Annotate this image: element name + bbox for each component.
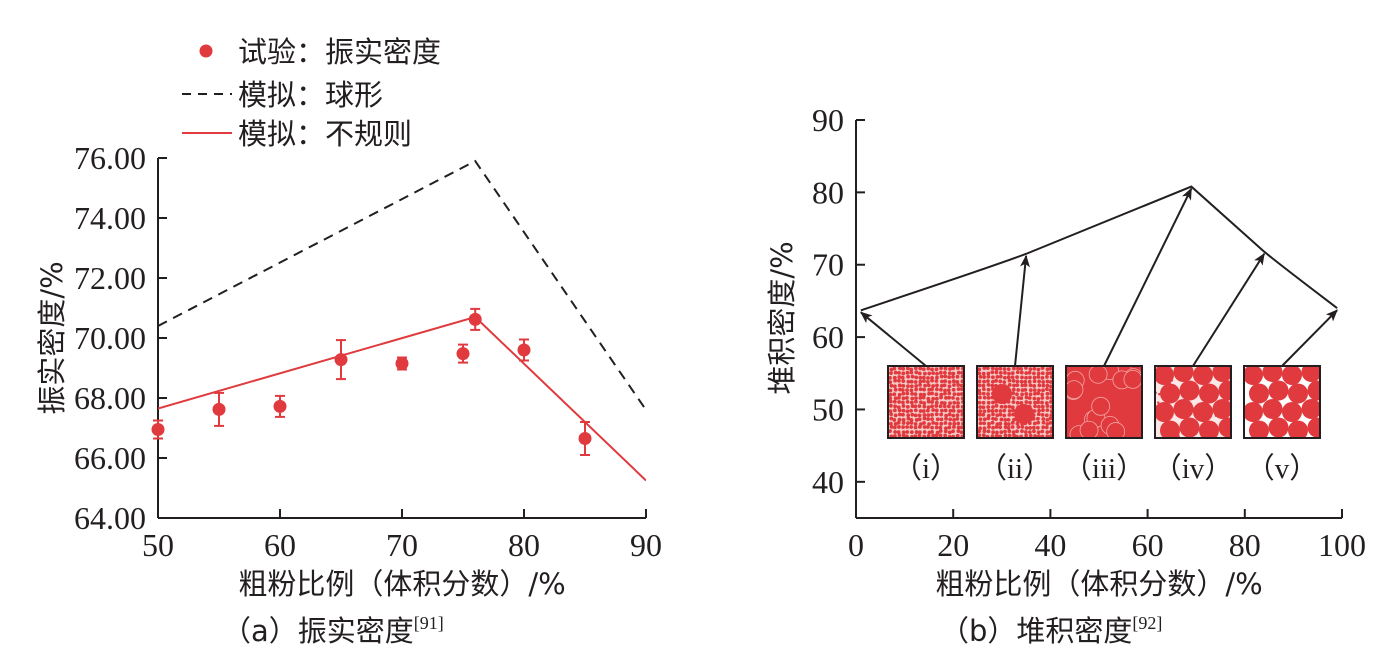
panel-b-caption-text: （b）堆积密度 <box>940 614 1132 648</box>
y-tick-label: 50 <box>812 391 844 427</box>
y-tick-label: 90 <box>812 102 844 138</box>
legend-label-spherical: 模拟：球形 <box>238 78 383 112</box>
data-point <box>395 356 409 371</box>
panel-a-y-ticks: 64.00 66.00 68.00 70.00 72.00 74.00 76.00 <box>74 140 167 536</box>
series-line-irregular <box>158 315 646 482</box>
x-tick-label: 70 <box>386 527 418 563</box>
data-point <box>212 391 226 427</box>
x-tick-label: 80 <box>508 527 540 563</box>
panel-a-caption-text: （a）振实密度 <box>222 614 414 648</box>
y-tick-label: 60 <box>812 319 844 355</box>
inset-label: （iii） <box>1063 453 1145 485</box>
legend-label-experiment: 试验：振实密度 <box>238 35 441 69</box>
y-tick-label: 64.00 <box>74 500 146 536</box>
panel-b-caption-ref: [92] <box>1132 613 1162 633</box>
point-marker <box>334 353 348 367</box>
panel-a-caption-ref: [91] <box>414 613 444 633</box>
inset-texture <box>1244 366 1320 438</box>
point-marker <box>273 399 287 413</box>
y-tick-label: 68.00 <box>74 380 146 416</box>
y-tick-label: 72.00 <box>74 260 146 296</box>
inset-label: （v） <box>1246 453 1319 485</box>
inset-2: （ii） <box>976 365 1054 485</box>
inset-label: （iv） <box>1153 453 1234 485</box>
y-tick-label: 80 <box>812 174 844 210</box>
data-point <box>456 343 470 364</box>
point-marker <box>578 432 592 445</box>
panel-b: 40 50 60 70 80 90 0 20 40 60 80 100 （i） （ii） （iii） （i… <box>765 102 1366 648</box>
inset-label: （i） <box>893 453 959 485</box>
y-tick-label: 76.00 <box>74 140 146 176</box>
series-line-packing-density <box>860 185 1338 312</box>
x-tick-label: 80 <box>1229 527 1261 563</box>
inset-arrow <box>1014 254 1030 367</box>
inset-label: （ii） <box>978 453 1052 485</box>
y-tick-label: 70.00 <box>74 320 146 356</box>
panel-a-x-axis-title: 粗粉比例（体积分数）/% <box>238 567 565 601</box>
y-tick-label: 70 <box>812 247 844 283</box>
panel-a-y-axis-title: 振实密度/% <box>35 261 69 414</box>
inset-5: （v） <box>1243 365 1321 485</box>
panel-a-points <box>151 307 592 456</box>
data-point <box>334 339 348 381</box>
inset-3: （iii） <box>1063 365 1145 485</box>
panel-b-x-ticks: 0 20 40 60 80 100 <box>848 509 1366 563</box>
inset-4: （iv） <box>1153 365 1234 485</box>
inset-arrow <box>860 311 927 367</box>
panel-b-caption: （b）堆积密度[92] <box>940 613 1162 648</box>
inset-arrow <box>1103 187 1193 367</box>
x-tick-label: 100 <box>1318 527 1366 563</box>
inset-arrow <box>1281 309 1338 367</box>
legend-marker-experiment <box>199 44 213 58</box>
legend-label-irregular: 模拟：不规则 <box>238 117 412 151</box>
inset-texture <box>1066 366 1142 438</box>
panel-a: 64.00 66.00 68.00 70.00 72.00 74.00 76.00 50 60… <box>35 35 662 648</box>
point-marker <box>212 402 226 416</box>
panel-b-y-axis-title: 堆积密度/% <box>765 241 799 394</box>
panel-a-x-ticks: 50 60 70 80 90 <box>142 509 662 563</box>
point-marker <box>517 343 531 357</box>
panel-a-caption: （a）振实密度[91] <box>222 613 444 648</box>
x-tick-label: 90 <box>630 527 662 563</box>
x-tick-label: 60 <box>1132 527 1164 563</box>
data-point <box>151 419 165 440</box>
inset-arrow <box>1192 252 1266 367</box>
y-tick-label: 40 <box>812 464 844 500</box>
point-marker <box>468 312 482 326</box>
panel-b-series <box>860 185 1338 367</box>
x-tick-label: 40 <box>1034 527 1066 563</box>
inset-texture <box>977 366 1053 438</box>
panel-b-insets: （i） （ii） （iii） （iv） （v） <box>887 365 1321 485</box>
data-point <box>273 394 287 418</box>
panel-a-series <box>158 159 646 482</box>
inset-texture <box>888 366 964 438</box>
data-point <box>468 307 482 331</box>
x-tick-label: 20 <box>937 527 969 563</box>
data-point <box>517 338 531 362</box>
inset-texture <box>1155 366 1231 438</box>
panel-a-legend: 试验：振实密度 模拟：球形 模拟：不规则 <box>182 35 441 151</box>
x-tick-label: 0 <box>848 527 864 563</box>
panel-b-y-ticks: 40 50 60 70 80 90 <box>812 102 865 500</box>
point-marker <box>395 357 409 370</box>
x-tick-label: 50 <box>142 527 174 563</box>
panel-b-x-axis-title: 粗粉比例（体积分数）/% <box>935 567 1262 601</box>
y-tick-label: 66.00 <box>74 440 146 476</box>
series-line-spherical <box>158 159 646 411</box>
x-tick-label: 60 <box>264 527 296 563</box>
y-tick-label: 74.00 <box>74 200 146 236</box>
point-marker <box>456 347 470 361</box>
point-marker <box>151 423 165 436</box>
data-point <box>578 421 592 456</box>
inset-1: （i） <box>887 365 965 485</box>
